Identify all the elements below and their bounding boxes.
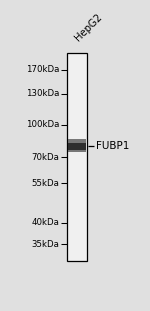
Text: FUBP1: FUBP1 <box>96 141 129 151</box>
Bar <box>68 142 86 150</box>
Text: 40kDa: 40kDa <box>32 218 59 227</box>
Text: 130kDa: 130kDa <box>26 89 59 98</box>
Text: 55kDa: 55kDa <box>32 179 59 188</box>
Text: 35kDa: 35kDa <box>32 240 59 249</box>
Text: 170kDa: 170kDa <box>26 65 59 74</box>
Bar <box>67 53 87 261</box>
Text: 100kDa: 100kDa <box>26 120 59 129</box>
Text: 70kDa: 70kDa <box>32 153 59 161</box>
Bar <box>68 139 86 152</box>
Text: HepG2: HepG2 <box>73 12 104 43</box>
